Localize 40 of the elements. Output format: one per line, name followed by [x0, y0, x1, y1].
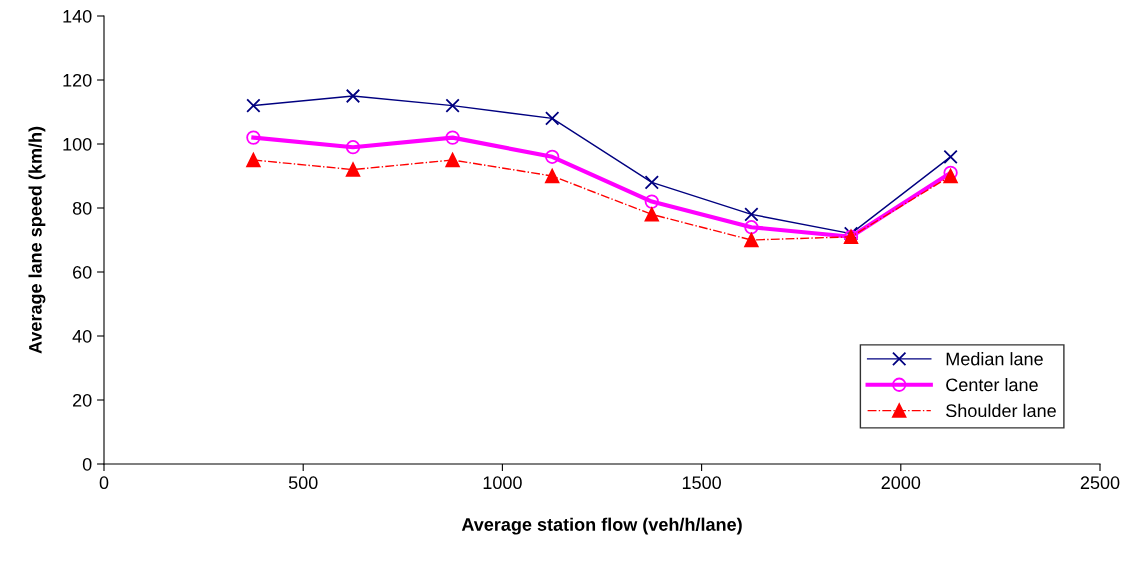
- point: [445, 152, 460, 168]
- point: [545, 111, 560, 126]
- x-tick-label: 500: [288, 476, 318, 490]
- point: [445, 130, 460, 145]
- point: [445, 98, 460, 113]
- point: [345, 162, 361, 177]
- x-tick-label: 2500: [1080, 476, 1120, 490]
- point: [744, 220, 759, 235]
- point: [943, 149, 958, 164]
- x-tick-label: 2000: [881, 476, 921, 490]
- point: [744, 232, 759, 248]
- point: [644, 194, 659, 209]
- point: [744, 207, 759, 222]
- x-tick-label: 1000: [483, 476, 522, 490]
- y-tick-label: 100: [63, 137, 92, 151]
- y-tick-label: 80: [72, 201, 92, 215]
- x-tick-label: 0: [99, 476, 109, 490]
- point: [345, 140, 361, 155]
- y-tick-label: 0: [82, 457, 92, 471]
- point: [644, 175, 659, 190]
- x-axis-title: Average station flow (veh/h/lane): [461, 517, 742, 535]
- y-tick-label: 120: [63, 73, 92, 87]
- y-axis-title: Average lane speed (km/h): [28, 126, 46, 354]
- point: [644, 207, 659, 222]
- legend-label: Shoulder lane: [946, 403, 1056, 418]
- point: [246, 130, 261, 145]
- point: [246, 152, 261, 168]
- y-tick-label: 140: [63, 9, 92, 23]
- y-tick-label: 40: [72, 329, 92, 343]
- legend-label: Median lane: [946, 352, 1043, 366]
- point: [943, 168, 958, 184]
- y-tick-label: 20: [73, 393, 92, 407]
- legend-label: Center lane: [946, 377, 1038, 392]
- x-tick-label: 1500: [682, 476, 721, 490]
- point: [345, 88, 361, 104]
- point: [943, 165, 958, 180]
- point: [246, 98, 261, 113]
- point: [545, 168, 560, 184]
- y-tick-label: 60: [73, 265, 92, 279]
- point: [545, 149, 560, 164]
